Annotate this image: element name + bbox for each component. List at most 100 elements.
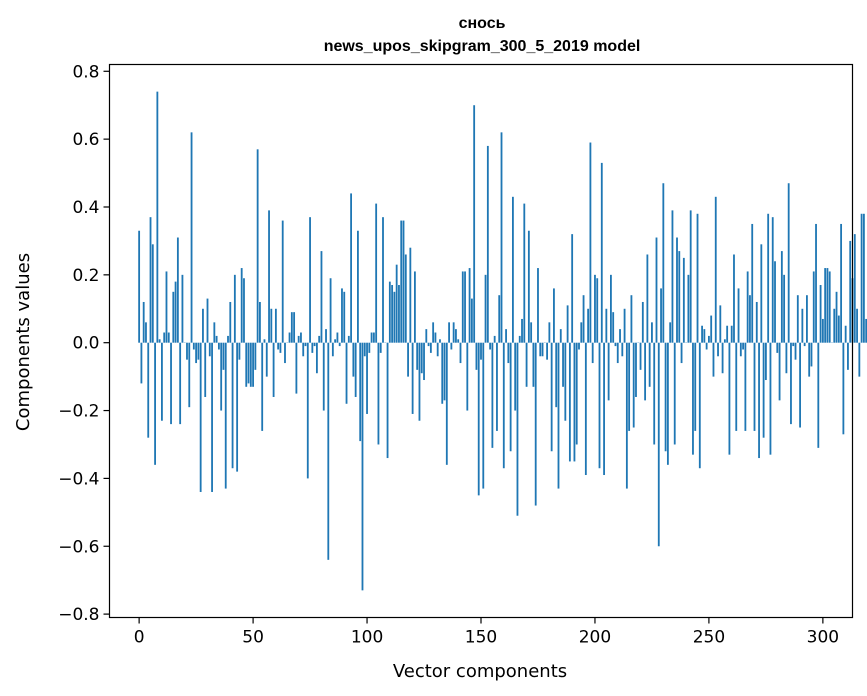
bar (398, 285, 400, 343)
bar (252, 342, 254, 387)
bar (496, 342, 498, 431)
bar (288, 332, 291, 343)
bar (147, 342, 150, 438)
bar (154, 342, 156, 465)
bar (434, 332, 437, 343)
bar (284, 342, 286, 364)
bar (792, 342, 795, 347)
bar (600, 162, 603, 343)
bar (819, 285, 822, 343)
bar (521, 318, 523, 343)
bar (742, 342, 745, 350)
bar (557, 342, 560, 489)
bar (625, 342, 628, 489)
bar (224, 342, 227, 489)
y-tick-label: 0.6 (72, 130, 99, 150)
bar (778, 342, 781, 401)
bar (676, 237, 678, 343)
x-axis-label: Vector components (393, 661, 567, 682)
bar (188, 342, 191, 408)
bar (687, 274, 690, 343)
bar (265, 342, 268, 377)
bar (799, 342, 801, 428)
bar (347, 335, 350, 343)
bar (229, 301, 232, 343)
bar (847, 342, 849, 370)
y-tick-label: −0.8 (58, 605, 99, 625)
bar (372, 332, 375, 343)
bar (156, 91, 159, 343)
bar (277, 342, 280, 350)
bar (439, 339, 441, 343)
bar (810, 342, 813, 367)
bar (619, 329, 621, 343)
bar (603, 342, 605, 476)
bar (270, 308, 273, 343)
bar (138, 230, 141, 343)
bar (564, 342, 567, 421)
bar (455, 329, 457, 343)
bar (477, 342, 480, 496)
bar (828, 271, 831, 343)
bar (550, 342, 553, 452)
bar (407, 342, 409, 377)
bar (607, 342, 610, 401)
bar (737, 288, 740, 343)
bar (186, 342, 188, 360)
y-tick-label: −0.4 (58, 469, 99, 489)
bar (215, 335, 218, 343)
bar (176, 237, 179, 343)
x-tick-label: 50 (242, 628, 264, 648)
bar (594, 274, 596, 343)
bar (233, 274, 236, 343)
bar (764, 342, 767, 381)
bar (539, 342, 542, 357)
bar (657, 342, 660, 547)
bar (591, 342, 594, 364)
bar (532, 342, 535, 387)
bar (263, 339, 266, 343)
bar (641, 301, 644, 343)
bar (666, 342, 669, 465)
bar (345, 342, 348, 404)
bar (844, 325, 847, 343)
bar (821, 318, 824, 343)
bar (694, 342, 697, 431)
bar (562, 342, 564, 387)
bar (448, 322, 450, 343)
bar (368, 342, 371, 353)
bar (459, 342, 462, 364)
bar (179, 342, 182, 425)
bar (432, 322, 435, 343)
bar (151, 244, 154, 343)
bar (568, 342, 571, 462)
bar (243, 278, 245, 343)
bar (826, 268, 829, 343)
bar (817, 342, 820, 448)
bar (753, 342, 756, 431)
bar (425, 329, 428, 343)
bar (165, 271, 168, 343)
bar (322, 342, 325, 411)
bar (824, 268, 827, 343)
y-tick-label: 0.0 (72, 334, 99, 354)
bar (293, 312, 296, 343)
bar (646, 254, 649, 343)
x-tick-label: 0 (134, 628, 145, 648)
bar (259, 301, 261, 343)
bar (331, 342, 334, 357)
bar (771, 217, 774, 343)
bar (423, 342, 425, 381)
bar (710, 315, 713, 343)
bar (306, 342, 309, 479)
bar (578, 342, 580, 350)
bar (240, 268, 243, 343)
bar (475, 342, 478, 370)
bar (489, 342, 492, 350)
bar (436, 342, 439, 357)
bar (295, 342, 298, 394)
bar (512, 196, 514, 343)
bar (357, 230, 359, 343)
bar (213, 322, 216, 343)
x-axis: 0 50 100 150 200 250 300 (134, 617, 839, 648)
